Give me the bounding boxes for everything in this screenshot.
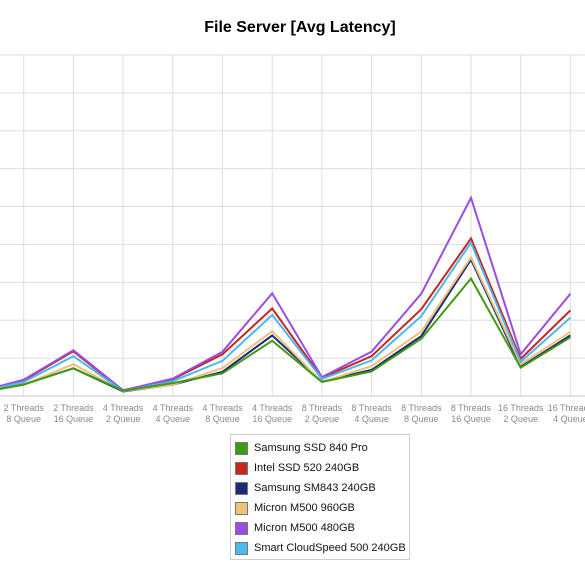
x-tick-label: 16 Queue bbox=[252, 414, 292, 424]
legend-swatch bbox=[235, 481, 248, 495]
x-tick-label: 8 Queue bbox=[404, 414, 439, 424]
legend-item: Micron M500 480GB bbox=[231, 518, 409, 538]
legend-swatch bbox=[235, 541, 248, 555]
x-tick-label: 8 Threads bbox=[302, 403, 343, 413]
x-tick-label: 8 Threads bbox=[451, 403, 492, 413]
x-tick-label: 2 Queue bbox=[503, 414, 538, 424]
legend-label: Micron M500 480GB bbox=[254, 522, 355, 534]
x-tick-label: 4 Queue bbox=[354, 414, 389, 424]
x-tick-label: 8 Threads bbox=[401, 403, 442, 413]
series-line-4 bbox=[0, 195, 572, 392]
x-tick-label: 4 Queue bbox=[156, 414, 191, 424]
legend-label: Samsung SM843 240GB bbox=[254, 482, 376, 494]
x-tick-label: 4 Threads bbox=[103, 403, 144, 413]
x-tick-label: 16 Threads bbox=[548, 403, 585, 413]
x-tick-label: 16 Threads bbox=[498, 403, 544, 413]
x-tick-label: 4 Threads bbox=[153, 403, 194, 413]
legend-swatch bbox=[235, 521, 248, 535]
legend-item: Micron M500 960GB bbox=[231, 498, 409, 518]
legend-swatch bbox=[235, 461, 248, 475]
series-line-0 bbox=[0, 276, 571, 392]
x-tick-label: 16 Queue bbox=[451, 414, 491, 424]
legend-item: Samsung SM843 240GB bbox=[231, 478, 409, 498]
x-tick-label: 8 Queue bbox=[6, 414, 41, 424]
legend-swatch bbox=[235, 501, 248, 515]
x-tick-label: 4 Queue bbox=[553, 414, 585, 424]
series-line-5 bbox=[0, 240, 572, 393]
legend: Samsung SSD 840 Pro Intel SSD 520 240GB Sa… bbox=[230, 434, 410, 560]
legend-item: Smart CloudSpeed 500 240GB bbox=[231, 538, 409, 558]
x-tick-label: 2 Queue bbox=[305, 414, 340, 424]
x-tick-label: 2 Queue bbox=[106, 414, 141, 424]
x-tick-label: 4 Threads bbox=[202, 403, 243, 413]
x-tick-label: 2 Threads bbox=[53, 403, 94, 413]
legend-label: Micron M500 960GB bbox=[254, 502, 355, 514]
legend-item: Samsung SSD 840 Pro bbox=[231, 438, 409, 458]
legend-swatch bbox=[235, 441, 248, 455]
series-line-3 bbox=[0, 255, 571, 393]
legend-label: Smart CloudSpeed 500 240GB bbox=[254, 542, 406, 554]
x-tick-label: 4 Threads bbox=[252, 403, 293, 413]
legend-label: Intel SSD 520 240GB bbox=[254, 462, 360, 474]
x-tick-label: 16 Queue bbox=[54, 414, 94, 424]
series-lines bbox=[0, 195, 572, 393]
chart-title: File Server [Avg Latency] bbox=[204, 19, 396, 36]
grid bbox=[0, 54, 585, 397]
x-tick-label: 8 Threads bbox=[351, 403, 392, 413]
x-tick-label: 2 Threads bbox=[4, 403, 45, 413]
x-tick-label: 8 Queue bbox=[205, 414, 240, 424]
legend-item: Intel SSD 520 240GB bbox=[231, 458, 409, 478]
legend-label: Samsung SSD 840 Pro bbox=[254, 442, 368, 454]
